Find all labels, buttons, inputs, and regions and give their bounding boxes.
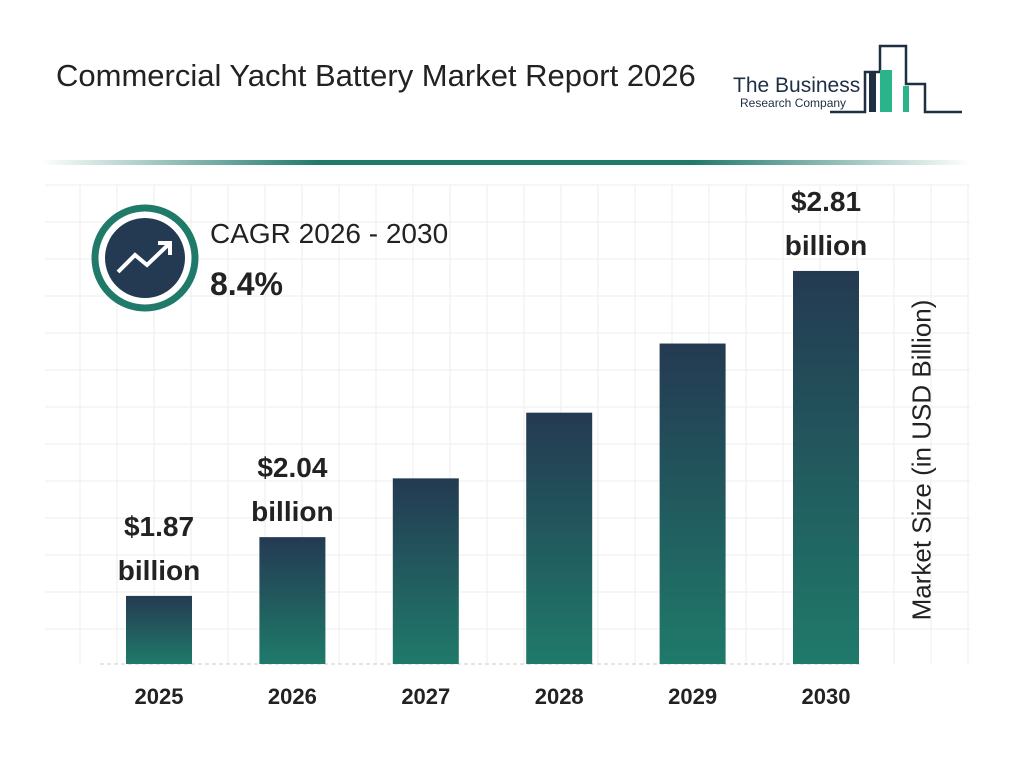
x-tick-label: 2029 [668, 684, 717, 709]
divider [40, 160, 970, 165]
data-label: $2.81 [791, 186, 861, 217]
trending-up-icon [91, 204, 199, 312]
bar-2028 [526, 412, 593, 664]
bar-2029 [659, 343, 726, 664]
bar-2030 [793, 270, 859, 664]
y-axis-label: Market Size (in USD Billion) [906, 299, 937, 621]
x-tick-label: 2026 [268, 684, 317, 709]
data-label: billion [251, 496, 333, 527]
x-tick-label: 2028 [535, 684, 584, 709]
data-label: $2.04 [257, 452, 327, 483]
grid [45, 184, 970, 664]
data-label: billion [118, 555, 200, 586]
logo-text: The Business [733, 74, 861, 97]
data-label: billion [785, 230, 867, 261]
cagr-label: CAGR 2026 - 2030 [210, 218, 449, 249]
cagr-value: 8.4% [210, 266, 283, 302]
bar-2026 [259, 537, 326, 664]
bar-2025 [126, 595, 192, 664]
data-label: $1.87 [124, 511, 194, 542]
x-tick-label: 2025 [135, 684, 184, 709]
x-tick-label: 2027 [401, 684, 450, 709]
x-tick-label: 2030 [802, 684, 851, 709]
logo-subtext: Research Company [740, 96, 847, 110]
bar-2027 [392, 478, 459, 664]
logo-mark [830, 44, 962, 114]
page-title: Commercial Yacht Battery Market Report 2… [56, 58, 696, 93]
